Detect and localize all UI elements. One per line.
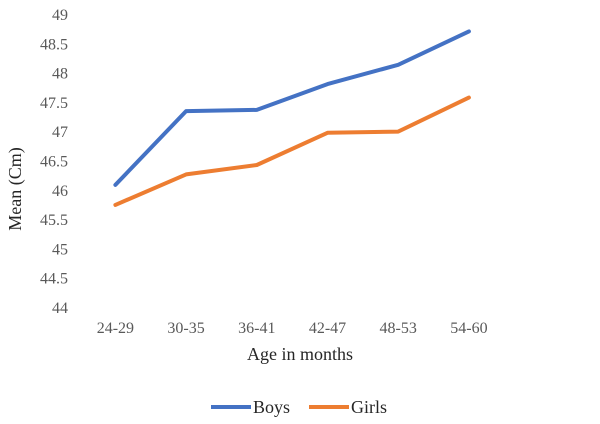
legend: Boys Girls: [211, 397, 387, 417]
y-tick-label: 49: [52, 7, 68, 24]
x-tick-label: 24-29: [97, 320, 134, 337]
series-lines: [113, 29, 471, 207]
x-tick-label: 30-35: [167, 320, 204, 337]
series-line-boys: [113, 29, 471, 187]
y-tick-label: 44: [52, 300, 68, 317]
x-axis-ticks: 24-29 30-35 36-41 42-47 48-53 54-60: [97, 320, 488, 337]
series-line-girls: [113, 95, 471, 207]
y-tick-label: 48.5: [40, 36, 68, 53]
legend-label-boys: Boys: [253, 397, 290, 417]
y-tick-label: 48: [52, 66, 68, 83]
x-tick-label: 36-41: [238, 320, 275, 337]
x-axis-title: Age in months: [247, 344, 353, 364]
y-tick-label: 45: [52, 241, 68, 258]
x-tick-label: 48-53: [380, 320, 417, 337]
y-tick-label: 46: [52, 183, 68, 200]
x-tick-label: 54-60: [450, 320, 487, 337]
y-tick-label: 47: [52, 124, 68, 141]
x-tick-label: 42-47: [309, 320, 346, 337]
y-tick-label: 45.5: [40, 212, 68, 229]
y-tick-label: 44.5: [40, 271, 68, 288]
y-axis-ticks: 44 44.5 45 45.5 46 46.5 47 47.5 48 48.5 49: [40, 7, 68, 317]
y-tick-label: 47.5: [40, 95, 68, 112]
y-tick-label: 46.5: [40, 154, 68, 171]
y-axis-title: Mean (Cm): [5, 147, 26, 230]
legend-label-girls: Girls: [351, 397, 387, 417]
